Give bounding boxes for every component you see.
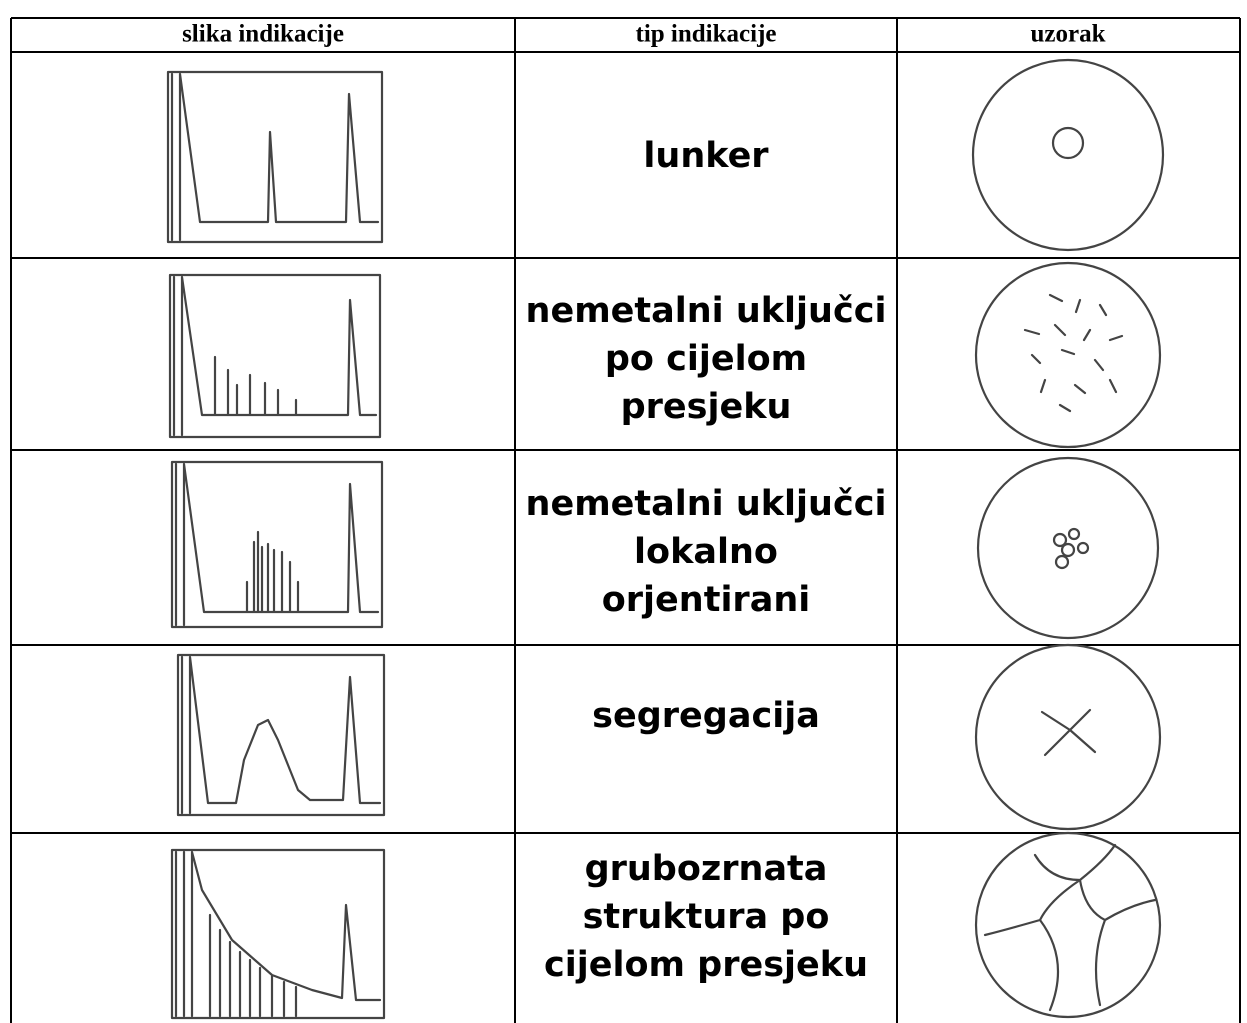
- indication-type-line: struktura po: [583, 897, 830, 937]
- indication-sketch: [170, 275, 380, 437]
- header-cell: uzorak: [1031, 21, 1106, 48]
- indication-type-line: nemetalni uključci: [526, 484, 887, 524]
- header-cell: tip indikacije: [636, 21, 777, 48]
- indication-sketch: [172, 462, 382, 627]
- indication-sketch: [168, 72, 382, 242]
- indication-type-line: cijelom presjeku: [544, 945, 868, 985]
- indication-type-line: lunker: [643, 136, 769, 176]
- header-cell: slika indikacije: [182, 21, 344, 48]
- indication-sketch: [172, 850, 384, 1018]
- indication-type-line: grubozrnata: [585, 849, 828, 889]
- indication-sketch: [178, 655, 384, 815]
- indication-type-line: orjentirani: [602, 580, 810, 620]
- sample-sketch: [976, 263, 1160, 447]
- page: slika indikacije tip indikacije uzorak: [0, 0, 1247, 1023]
- sample-sketch: [976, 645, 1160, 829]
- indication-type-line: nemetalni uključci: [526, 291, 887, 331]
- sample-sketch: [973, 60, 1163, 250]
- sample-sketch: [976, 833, 1160, 1017]
- sample-sketch: [978, 458, 1158, 638]
- indication-type-line: segregacija: [592, 696, 820, 736]
- indication-type-line: lokalno: [634, 532, 778, 572]
- indication-type-line: po cijelom: [605, 339, 807, 379]
- indication-type-line: presjeku: [621, 387, 792, 427]
